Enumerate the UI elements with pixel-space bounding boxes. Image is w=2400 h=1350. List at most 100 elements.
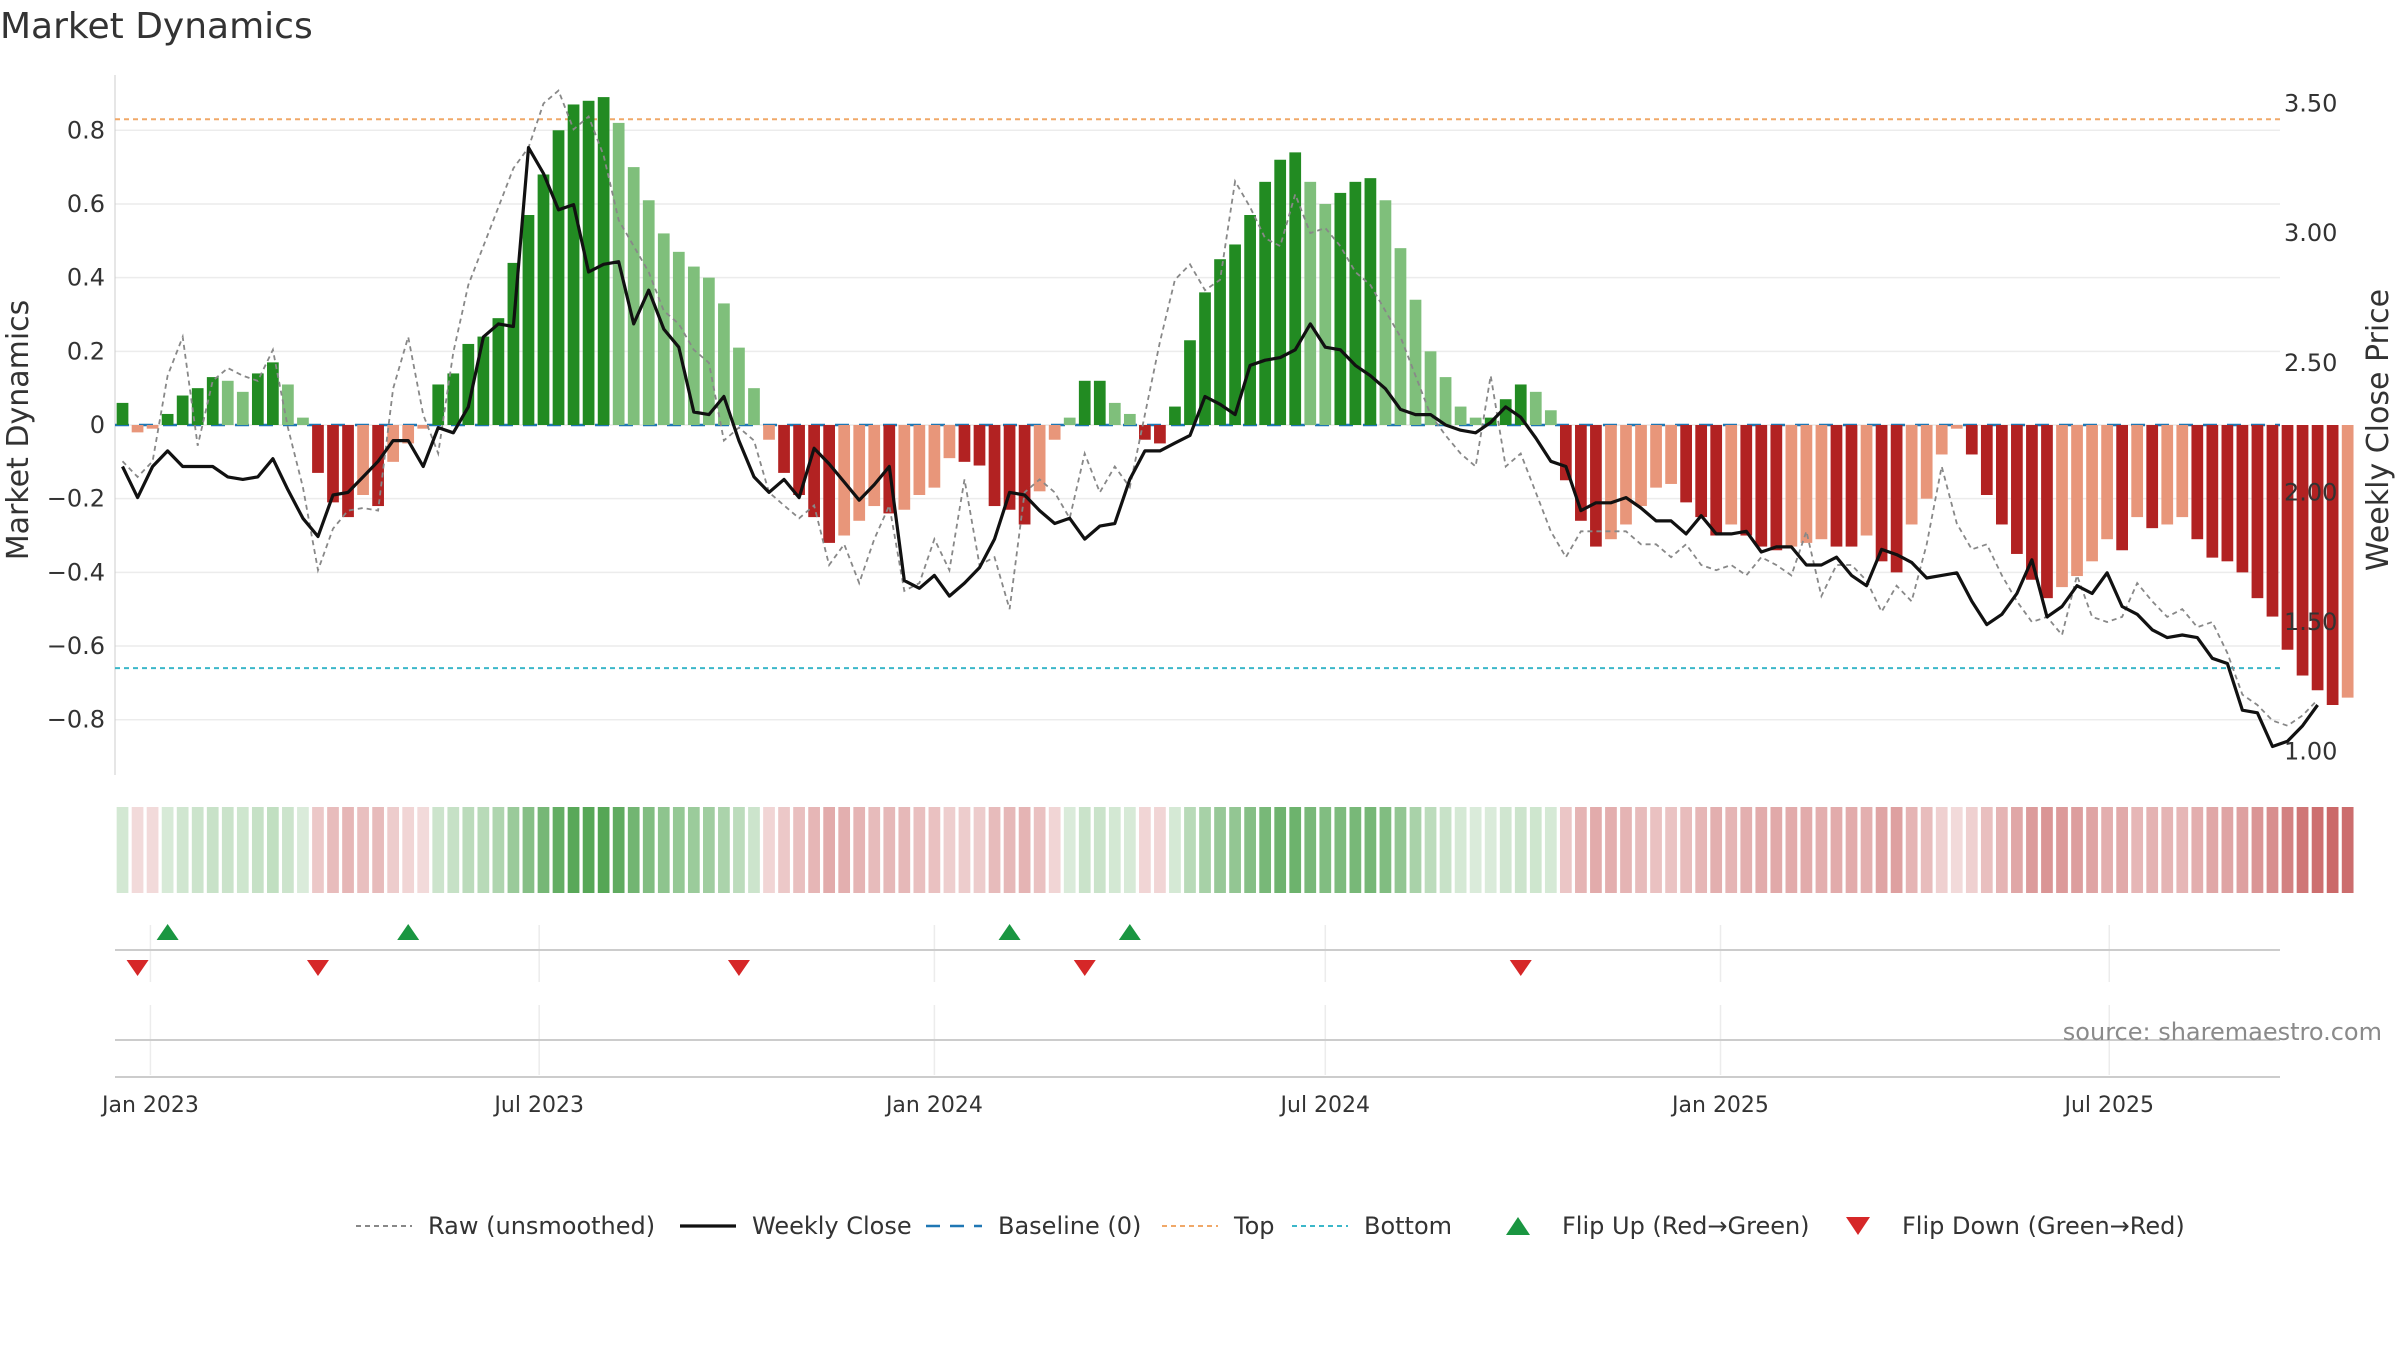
heat-cell (507, 807, 520, 893)
legend: Raw (unsmoothed) Weekly Close Baseline (0)… (356, 1212, 2185, 1240)
heat-cell (1995, 807, 2008, 893)
dynamics-bar (1169, 406, 1181, 425)
flip-down-marker (1073, 960, 1096, 976)
heat-cell (763, 807, 775, 893)
dynamics-bar (1800, 425, 1813, 543)
heat-cell (2011, 807, 2023, 893)
dynamics-bar (402, 425, 415, 444)
heat-cell (2191, 807, 2204, 893)
dynamics-bar (1544, 410, 1557, 425)
dynamics-bar (1860, 425, 1873, 536)
dynamics-bar (808, 425, 820, 518)
dynamics-bar (1214, 259, 1226, 425)
dynamics-bar (2101, 425, 2113, 540)
dynamics-bar (1650, 425, 1662, 488)
heat-cell (958, 807, 971, 893)
dynamics-bar (988, 425, 1001, 507)
heat-cell (1815, 807, 1828, 893)
dynamics-bar (793, 425, 805, 495)
heat-cell (898, 807, 911, 893)
dynamics-bar (522, 215, 535, 425)
heat-cell (1575, 807, 1587, 893)
legend-swatch (1506, 1217, 1530, 1235)
heat-cell (1048, 807, 1061, 893)
dynamics-bar (1454, 406, 1467, 425)
heat-cell (1499, 807, 1512, 893)
heat-cell (1559, 807, 1572, 893)
dynamics-bar (1845, 425, 1858, 547)
heat-cell (1093, 807, 1106, 893)
heat-cell (537, 807, 550, 893)
dynamics-bar (748, 388, 760, 425)
dynamics-bar (627, 167, 640, 425)
dynamics-bar (1935, 425, 1948, 455)
dynamics-bar (1920, 425, 1933, 499)
chart-title: Market Dynamics (0, 6, 313, 47)
source-credit: source: sharemaestro.com (2063, 1018, 2382, 1046)
dynamics-bar (146, 425, 159, 429)
heat-cell (1695, 807, 1708, 893)
dynamics-bar (131, 425, 144, 433)
dynamics-bar (687, 266, 700, 425)
heat-cell (1349, 807, 1362, 893)
heat-cell (477, 807, 490, 893)
dynamics-bar (2056, 425, 2068, 588)
heat-cell (718, 807, 730, 893)
dynamics-bar (1304, 181, 1317, 425)
heat-cell (973, 807, 986, 893)
flip-up-marker (998, 924, 1021, 940)
heat-cell (1755, 807, 1768, 893)
dynamics-bar (1710, 425, 1723, 536)
heat-cell (176, 807, 189, 893)
heat-cell (1905, 807, 1918, 893)
dynamics-bar (1529, 391, 1542, 425)
heat-cell (1544, 807, 1557, 893)
dynamics-bar (2311, 425, 2324, 691)
heat-cell (778, 807, 790, 893)
dynamics-bar (2296, 425, 2309, 676)
heat-cell (1078, 807, 1091, 893)
legend-item-close: Weekly Close (680, 1212, 912, 1240)
dynamics-bar (357, 425, 369, 495)
legend-item-top: Top (1162, 1212, 1275, 1240)
dynamics-bar (2011, 425, 2023, 554)
dynamics-bar (1229, 244, 1241, 425)
dynamics-bar (1995, 425, 2008, 525)
dynamics-bar (2341, 425, 2354, 698)
left-axis-label: Market Dynamics (1, 300, 36, 561)
dynamics-bar (2026, 425, 2038, 580)
dynamics-bar (1950, 425, 1963, 429)
dynamics-bar (1785, 425, 1798, 547)
heat-cell (1980, 807, 1993, 893)
left-tick-label: −0.4 (47, 558, 105, 586)
heat-cell (161, 807, 174, 893)
heat-cell (492, 807, 505, 893)
heat-cell (552, 807, 565, 893)
dynamics-bar (1003, 425, 1016, 510)
heat-cell (1875, 807, 1888, 893)
dynamics-bar (823, 425, 836, 543)
x-tick-label: Jul 2025 (2062, 1093, 2154, 1118)
heat-cell (432, 807, 445, 893)
x-tick-label: Jul 2024 (1279, 1093, 1371, 1118)
heat-cell (312, 807, 324, 893)
heat-cell (1169, 807, 1181, 893)
legend-label: Flip Down (Green→Red) (1902, 1212, 2185, 1240)
dynamics-bar (2206, 425, 2219, 558)
dynamics-bar (1334, 192, 1347, 425)
heat-cell (1244, 807, 1256, 893)
legend-item-raw: Raw (unsmoothed) (356, 1212, 655, 1240)
heat-cell (1033, 807, 1046, 893)
weekly-close-line (121, 146, 2319, 749)
dynamics-bar (1725, 425, 1738, 525)
dynamics-bar (778, 425, 790, 473)
heat-cell (853, 807, 866, 893)
heat-cell (2251, 807, 2264, 893)
heat-cell (1665, 807, 1677, 893)
right-tick-label: 3.00 (2284, 219, 2337, 247)
dynamics-bar (2071, 425, 2083, 577)
heat-cell (733, 807, 745, 893)
dynamics-bar (2266, 425, 2279, 617)
legend-item-flip-up: Flip Up (Red→Green) (1506, 1212, 1810, 1240)
